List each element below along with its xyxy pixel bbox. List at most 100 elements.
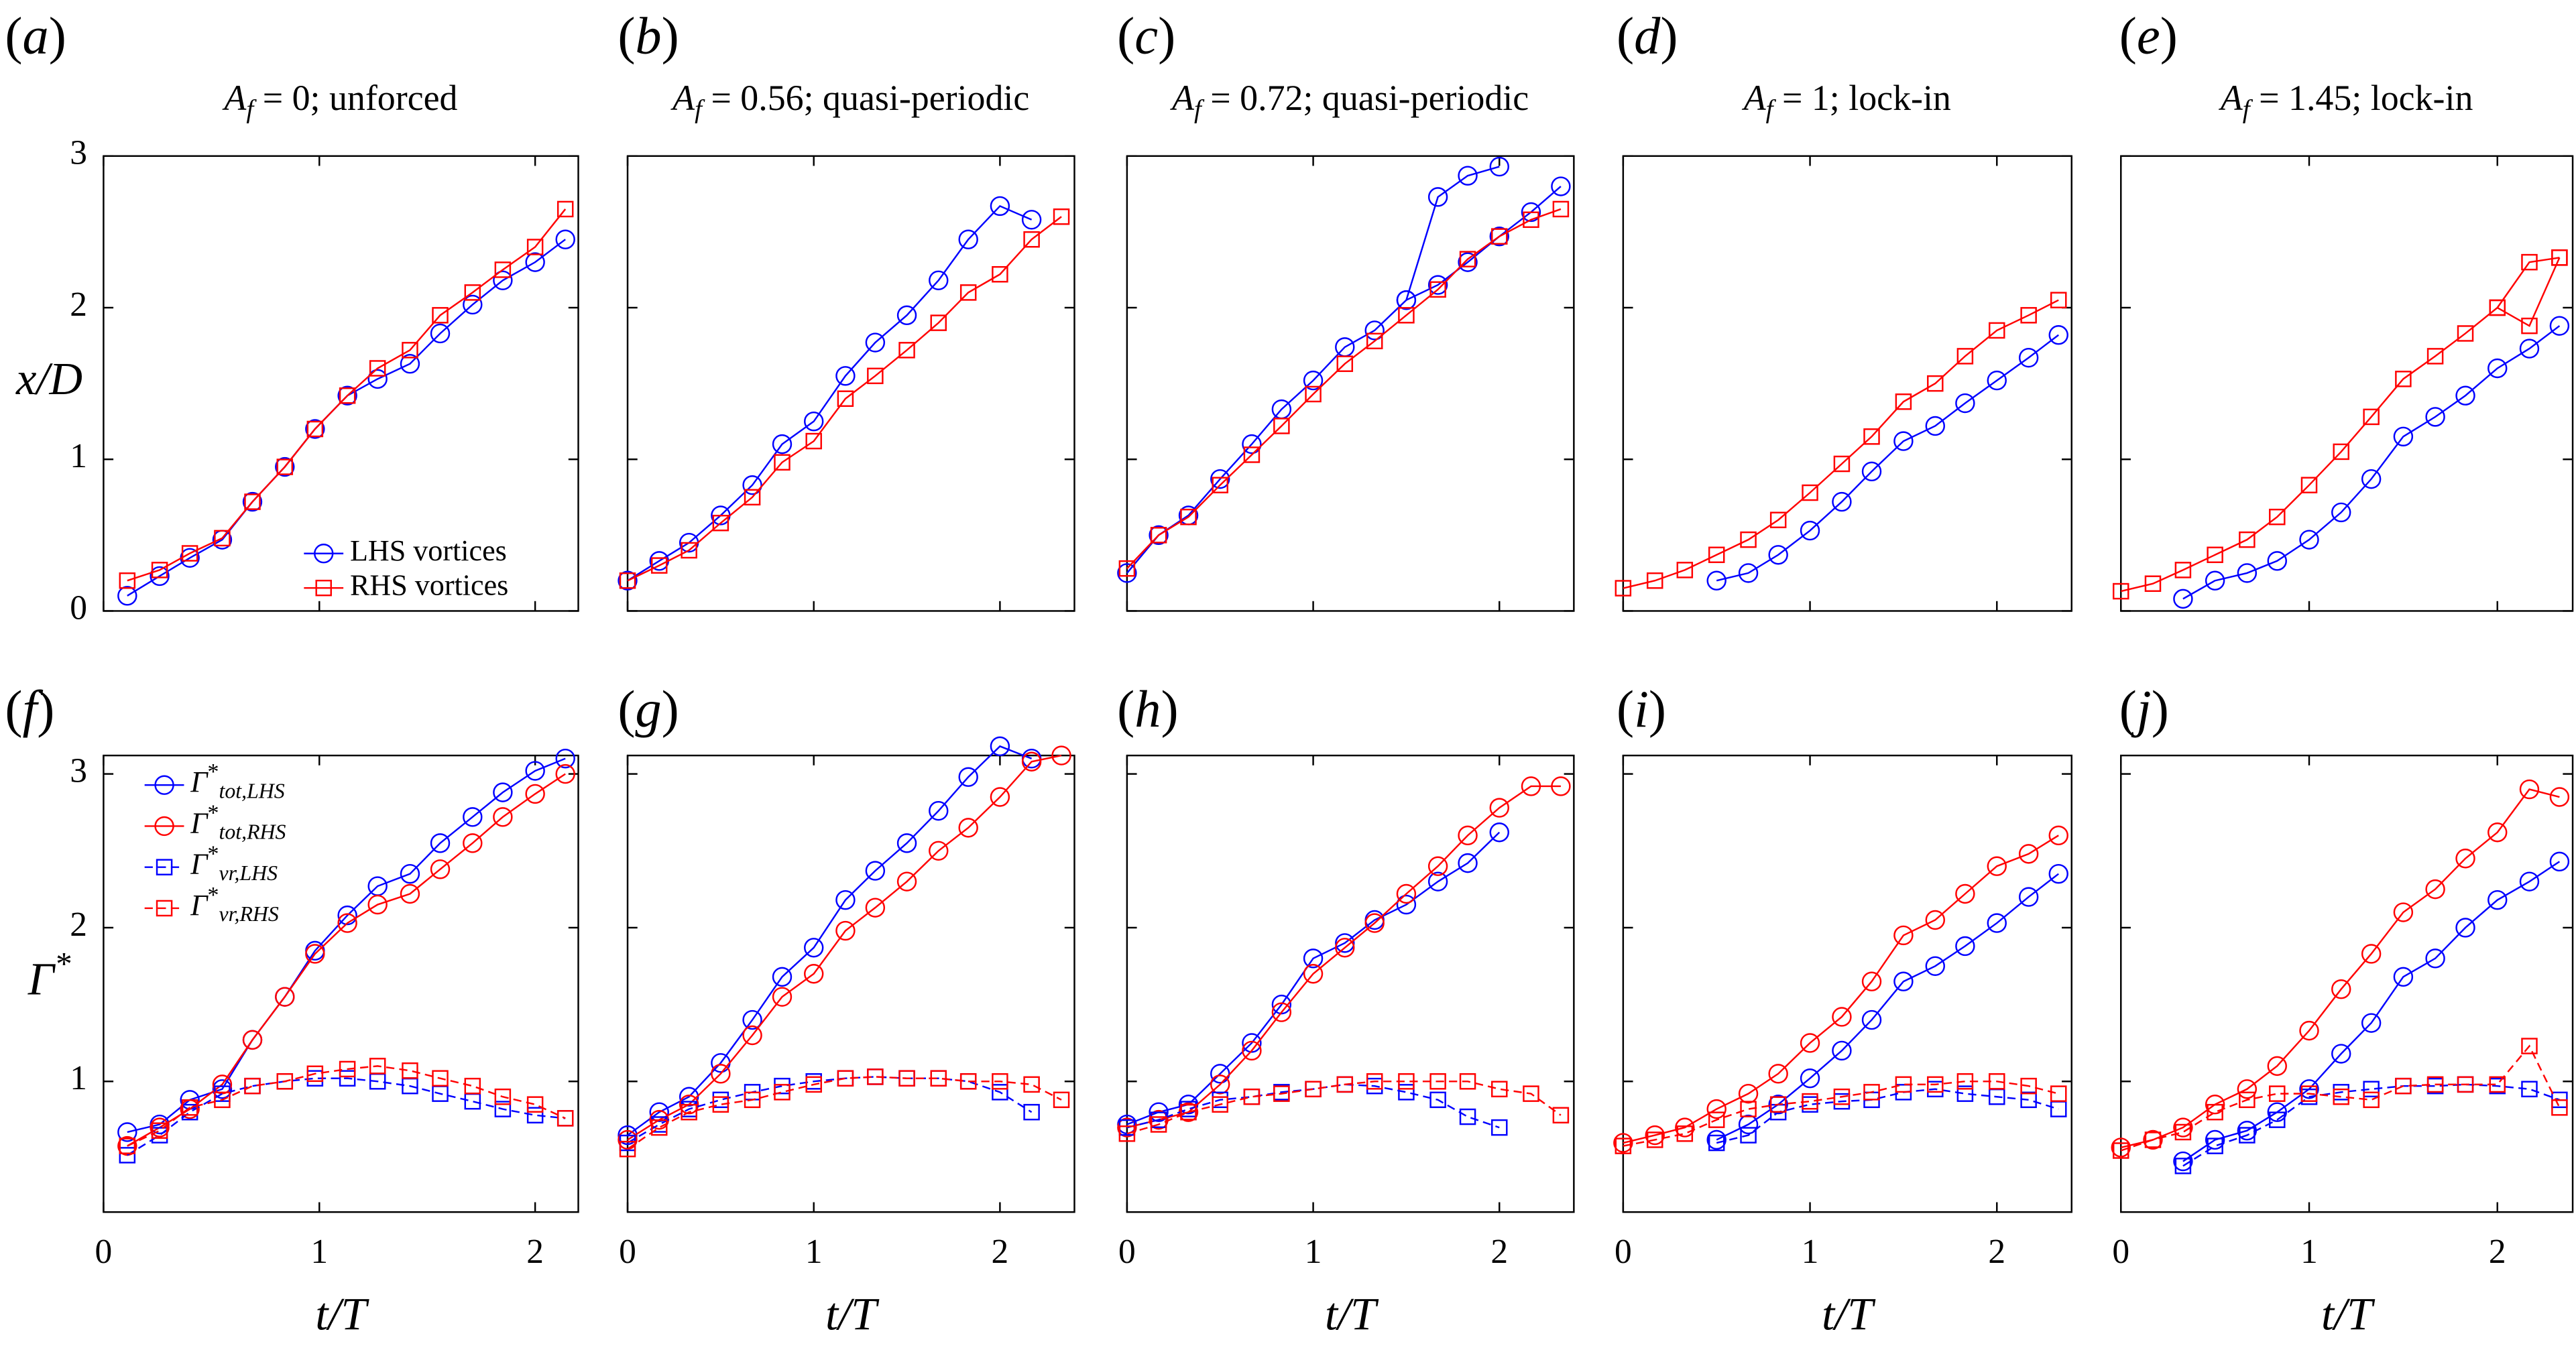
marker	[992, 1084, 1008, 1101]
marker	[1615, 580, 1632, 597]
marker	[212, 1079, 233, 1099]
marker	[1523, 1085, 1539, 1102]
marker	[1023, 231, 1040, 248]
marker	[2457, 325, 2474, 342]
marker	[555, 763, 575, 784]
marker	[2018, 844, 2039, 864]
marker	[1802, 1093, 1818, 1110]
marker	[2018, 887, 2039, 907]
x-axis-label: t/T	[2321, 1288, 2376, 1339]
marker	[1987, 913, 2007, 933]
marker	[494, 1101, 512, 1117]
marker	[835, 889, 856, 910]
marker	[2205, 1095, 2225, 1115]
marker	[1740, 531, 1757, 548]
axes-frame	[1622, 155, 2072, 612]
panel-label: (j)	[2119, 680, 2169, 738]
marker	[244, 1077, 261, 1095]
marker	[1491, 1119, 1508, 1136]
marker	[1802, 484, 1818, 501]
marker	[805, 1076, 822, 1093]
marker	[618, 1125, 638, 1146]
marker	[774, 454, 791, 471]
marker	[1150, 1116, 1167, 1133]
marker	[805, 432, 822, 450]
marker	[1118, 1125, 1136, 1142]
marker	[1459, 1108, 1476, 1125]
marker	[1768, 545, 1788, 565]
marker	[712, 515, 729, 532]
marker	[2521, 1081, 2538, 1098]
marker	[2333, 443, 2349, 460]
legend-label: RHS vortices	[350, 568, 508, 601]
marker	[525, 761, 545, 781]
axes-frame	[2120, 754, 2574, 1213]
marker	[1427, 871, 1448, 892]
marker	[1740, 1101, 1757, 1117]
marker	[1242, 1033, 1262, 1053]
marker	[1738, 1083, 1759, 1104]
series-line	[2497, 257, 2561, 327]
marker	[958, 229, 978, 249]
marker	[1646, 572, 1663, 589]
marker	[1023, 1076, 1040, 1093]
marker	[1398, 307, 1415, 324]
marker	[2331, 979, 2351, 999]
x-tick-label: 0	[95, 1233, 113, 1271]
marker	[1491, 1081, 1508, 1098]
series-line	[127, 757, 566, 1133]
marker	[992, 1073, 1008, 1090]
marker	[1180, 1103, 1197, 1121]
marker	[867, 367, 884, 385]
series-line	[1126, 1081, 1562, 1135]
marker	[367, 369, 388, 389]
marker	[430, 323, 451, 344]
marker	[1832, 1007, 1852, 1027]
marker	[1768, 1095, 1788, 1115]
marker	[1053, 208, 1070, 225]
marker	[772, 434, 793, 454]
x-tick-label: 1	[310, 1233, 328, 1271]
marker	[896, 833, 917, 853]
series-line	[627, 204, 1033, 582]
marker	[1305, 385, 1322, 403]
marker	[1832, 1040, 1852, 1061]
marker	[402, 342, 418, 359]
legend-marker	[156, 900, 173, 917]
marker	[1615, 1138, 1632, 1154]
marker	[1458, 825, 1478, 846]
x-tick-label: 1	[1802, 1233, 1819, 1271]
marker	[2018, 347, 2039, 368]
marker	[1364, 913, 1385, 933]
x-tick-label: 1	[2300, 1233, 2318, 1271]
series-line	[1716, 873, 2059, 1141]
marker	[1271, 994, 1292, 1015]
marker	[555, 229, 575, 249]
series-line	[127, 1065, 566, 1147]
panel: (a) Af = 0; unforced x/D 0 1 2 3 LHS vorticesRH…	[5, 6, 579, 627]
marker	[1429, 1091, 1446, 1109]
x-tick-label: 0	[619, 1233, 636, 1271]
series-line	[127, 773, 566, 1147]
marker	[835, 366, 856, 386]
axes-frame	[1126, 155, 1575, 612]
marker	[2489, 1076, 2506, 1093]
marker	[400, 883, 420, 904]
series-line	[1126, 785, 1561, 1129]
marker	[1925, 910, 1945, 930]
marker	[2207, 1103, 2223, 1121]
marker	[865, 861, 886, 881]
marker	[1989, 1073, 2005, 1090]
marker	[2207, 546, 2223, 564]
marker	[1893, 971, 1914, 991]
panel-label: (a)	[5, 6, 66, 64]
marker	[212, 1074, 233, 1095]
marker	[2144, 575, 2162, 593]
marker	[1956, 1073, 1974, 1090]
marker	[1676, 1125, 1694, 1142]
marker	[1738, 1114, 1759, 1135]
panel-title: Af = 0.72; quasi-periodic	[1170, 78, 1529, 123]
marker	[367, 894, 388, 915]
